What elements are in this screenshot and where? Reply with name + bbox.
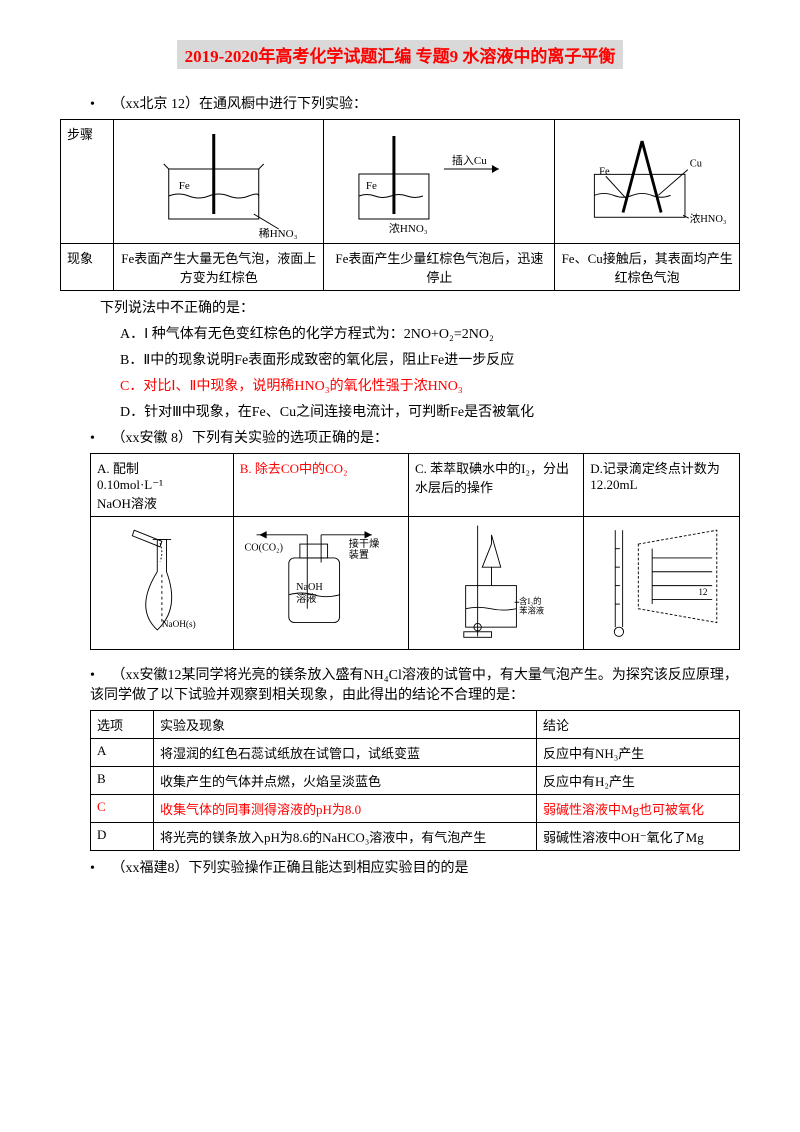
q4-stem: • （xx福建8）下列实验操作正确且能达到相应实验目的的是 (90, 857, 740, 877)
q2-table: A. 配制 0.10mol·L⁻¹ NaOH溶液 B. 除去CO中的CO₂ C.… (90, 453, 740, 650)
q2-A: A. 配制 0.10mol·L⁻¹ NaOH溶液 (91, 454, 234, 517)
svg-text:Cu: Cu (690, 159, 703, 170)
q1-phen2: Fe表面产生少量红棕色气泡后，迅速停止 (324, 244, 555, 291)
q3-table: 选项 实验及现象 结论 A 将湿润的红色石蕊试纸放在试管口，试纸变蓝 反应中有N… (90, 710, 740, 851)
q1-row-phen-label: 现象 (61, 244, 114, 291)
gas-wash-icon: CO(CO₂) 接干燥 装置 NaOH 溶液 (240, 521, 402, 641)
q1-phen1: Fe表面产生大量无色气泡，液面上方变为红棕色 (114, 244, 324, 291)
q3-B1: B (91, 767, 154, 795)
svg-text:NaOH: NaOH (296, 582, 323, 593)
svg-text:12: 12 (699, 587, 709, 597)
bullet-icon: • (90, 861, 108, 877)
q3-C3: 弱碱性溶液中Mg也可被氧化 (537, 795, 740, 823)
q1-diagram-3: Fe Cu 浓HNO₃ (555, 120, 740, 244)
q3-B2: 收集产生的气体并点燃，火焰呈淡蓝色 (154, 767, 537, 795)
q3-C2: 收集气体的同事测得溶液的pH为8.0 (154, 795, 537, 823)
svg-text:浓HNO₃: 浓HNO₃ (690, 213, 727, 225)
q3-D3: 弱碱性溶液中OH⁻氧化了Mg (537, 823, 740, 851)
svg-text:浓HNO₃: 浓HNO₃ (389, 222, 428, 235)
beaker-2-icon: Fe 浓HNO₃ 插入Cu (330, 124, 548, 239)
svg-text:CO(CO₂): CO(CO₂) (244, 543, 282, 554)
page: 2019-2020年高考化学试题汇编 专题9 水溶液中的离子平衡 • （xx北京… (0, 0, 800, 903)
sep-funnel-icon: 含I₂的 苯溶液 (415, 521, 577, 641)
bullet-icon: • (90, 668, 108, 684)
svg-text:Fe: Fe (366, 180, 377, 192)
burette-icon: 12 (590, 521, 733, 641)
bullet-icon: • (90, 97, 108, 113)
q2-diagB: CO(CO₂) 接干燥 装置 NaOH 溶液 (233, 517, 408, 650)
q2-C: C. 苯萃取碘水中的I₂，分出水层后的操作 (408, 454, 583, 517)
q3-A2: 将湿润的红色石蕊试纸放在试管口，试纸变蓝 (154, 739, 537, 767)
q1-optA: A．Ⅰ 种气体有无色变红棕色的化学方程式为：2NO+O₂=2NO₂ (120, 323, 740, 343)
svg-text:接干燥: 接干燥 (349, 537, 379, 550)
beaker-3-icon: Fe Cu 浓HNO₃ (561, 124, 733, 239)
q3-D1: D (91, 823, 154, 851)
q1-phen3: Fe、Cu接触后，其表面均产生红棕色气泡 (555, 244, 740, 291)
q3-B3: 反应中有H₂产生 (537, 767, 740, 795)
svg-text:插入Cu: 插入Cu (452, 153, 487, 167)
q1-diagram-1: Fe 稀HNO₃ (114, 120, 324, 244)
q2-stem-text: （xx安徽 8）下列有关实验的选项正确的是： (112, 431, 389, 446)
q3-h1: 选项 (91, 711, 154, 739)
q1-diagram-2: Fe 浓HNO₃ 插入Cu (324, 120, 555, 244)
svg-text:装置: 装置 (349, 548, 369, 561)
q3-D2: 将光亮的镁条放入pH为8.6的NaHCO₃溶液中，有气泡产生 (154, 823, 537, 851)
q3-stem-text: （xx安徽12某同学将光亮的镁条放入盛有NH₄Cl溶液的试管中，有大量气泡产生。… (90, 668, 738, 703)
q2-diagA: NaOH(s) (91, 517, 234, 650)
q4-stem-text: （xx福建8）下列实验操作正确且能达到相应实验目的的是 (112, 861, 469, 876)
beaker-1-icon: Fe 稀HNO₃ (120, 124, 317, 239)
svg-text:苯溶液: 苯溶液 (519, 605, 544, 615)
q1-stem: • （xx北京 12）在通风橱中进行下列实验： (90, 93, 740, 113)
svg-text:含I₂的: 含I₂的 (519, 596, 541, 606)
svg-text:Fe: Fe (599, 166, 610, 177)
q3-stem: • （xx安徽12某同学将光亮的镁条放入盛有NH₄Cl溶液的试管中，有大量气泡产… (90, 664, 740, 704)
svg-text:NaOH(s): NaOH(s) (162, 619, 196, 629)
q1-optB: B．Ⅱ中的现象说明Fe表面形成致密的氧化层，阻止Fe进一步反应 (120, 349, 740, 369)
q1-table: 步骤 Fe 稀HNO₃ (60, 119, 740, 291)
q1-optC: C．对比Ⅰ、Ⅱ中现象，说明稀HNO₃的氧化性强于浓HNO₃ (120, 375, 740, 395)
q1-stem-text: （xx北京 12）在通风橱中进行下列实验： (112, 97, 368, 112)
q3-A3: 反应中有NH₃产生 (537, 739, 740, 767)
q3-h2: 实验及现象 (154, 711, 537, 739)
q3-A1: A (91, 739, 154, 767)
q1-lead: 下列说法中不正确的是： (100, 297, 740, 317)
q2-stem: • （xx安徽 8）下列有关实验的选项正确的是： (90, 427, 740, 447)
svg-text:溶液: 溶液 (296, 592, 316, 605)
q2-D: D.记录滴定终点计数为12.20mL (584, 454, 740, 517)
page-title: 2019-2020年高考化学试题汇编 专题9 水溶液中的离子平衡 (177, 40, 624, 69)
flask-icon: NaOH(s) (97, 521, 227, 641)
bullet-icon: • (90, 431, 108, 447)
q2-diagD: 12 (584, 517, 740, 650)
q3-h3: 结论 (537, 711, 740, 739)
q2-diagC: 含I₂的 苯溶液 (408, 517, 583, 650)
fe-label: Fe (179, 180, 190, 192)
q2-B: B. 除去CO中的CO₂ (233, 454, 408, 517)
acid-label: 稀HNO₃ (259, 227, 298, 239)
title-wrap: 2019-2020年高考化学试题汇编 专题9 水溶液中的离子平衡 (60, 40, 740, 81)
q1-optD: D．针对Ⅲ中现象，在Fe、Cu之间连接电流计，可判断Fe是否被氧化 (120, 401, 740, 421)
q3-C1: C (91, 795, 154, 823)
q1-row-step-label: 步骤 (61, 120, 114, 244)
